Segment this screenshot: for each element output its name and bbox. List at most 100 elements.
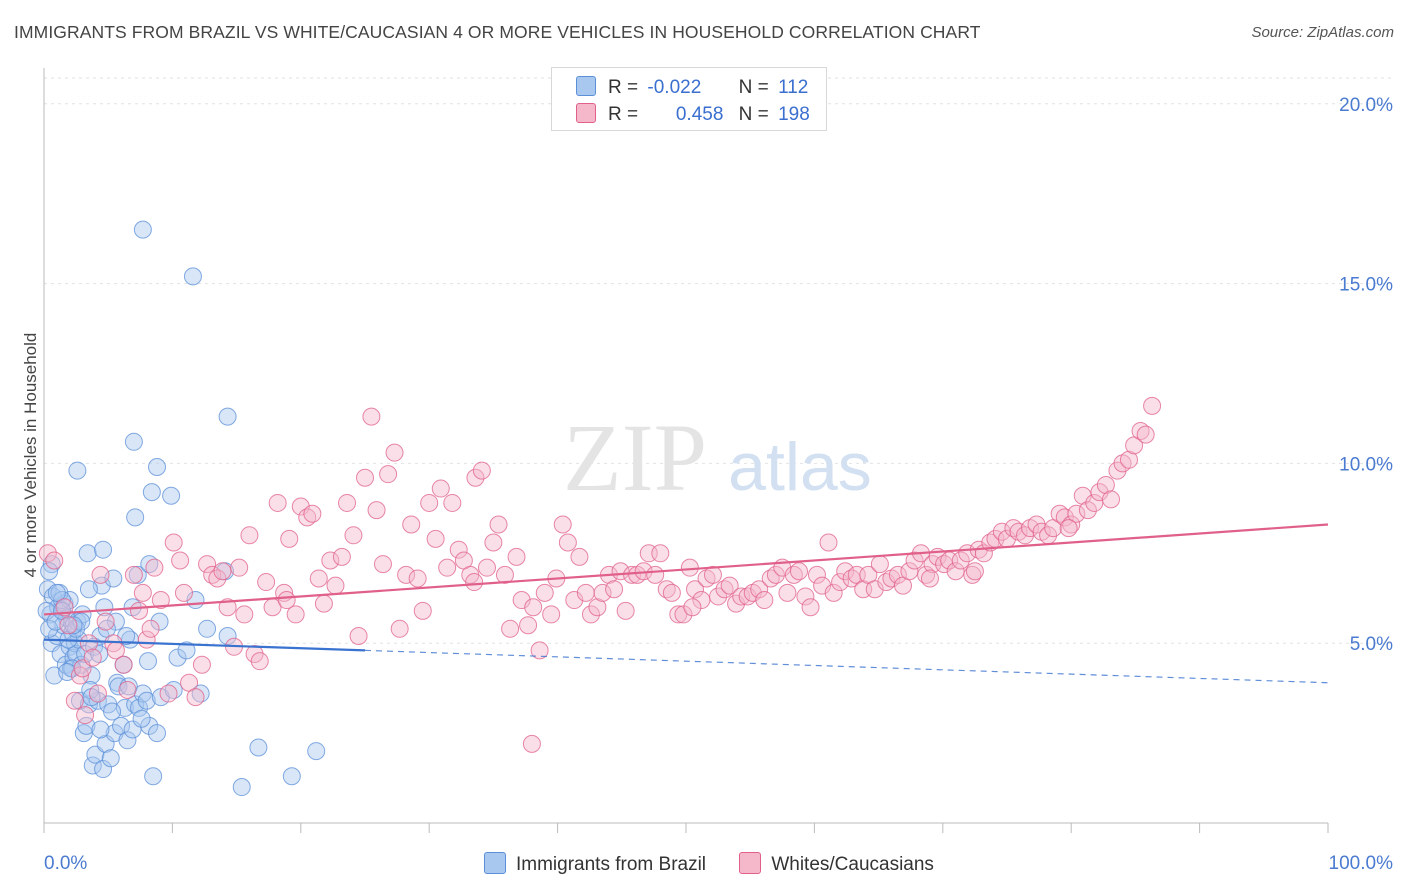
point-whites	[277, 591, 296, 610]
point-whites	[218, 598, 237, 617]
bottom-legend-brazil: Immigrants from Brazil	[484, 852, 706, 876]
y-tick-label: 15.0%	[1339, 275, 1393, 296]
legend-r-label: R =	[608, 104, 639, 125]
point-whites	[732, 587, 751, 606]
point-whites	[438, 558, 457, 577]
point-whites	[472, 461, 491, 480]
axes	[43, 68, 1329, 833]
point-brazil	[63, 659, 82, 678]
point-whites	[824, 583, 843, 602]
bottom-legend-swatch-brazil	[484, 852, 506, 874]
point-brazil	[218, 407, 237, 426]
point-brazil	[198, 619, 217, 638]
watermark-zip: ZIP	[563, 404, 707, 511]
point-whites	[715, 580, 734, 599]
point-whites	[321, 551, 340, 570]
point-brazil	[147, 457, 166, 476]
point-brazil	[47, 583, 66, 602]
legend-n-value: 112	[778, 77, 809, 98]
point-brazil	[78, 544, 97, 563]
point-whites	[402, 515, 421, 534]
legend-n-label: N =	[738, 77, 769, 98]
point-whites	[76, 706, 95, 725]
point-whites	[362, 407, 381, 426]
point-whites	[174, 583, 193, 602]
point-whites	[535, 583, 554, 602]
point-brazil	[164, 680, 183, 699]
point-brazil	[144, 767, 163, 786]
watermark-atlas: atlas	[728, 429, 872, 505]
point-whites	[522, 734, 541, 753]
point-whites	[501, 619, 520, 638]
point-whites	[720, 576, 739, 595]
point-whites	[836, 562, 855, 581]
point-whites	[203, 565, 222, 584]
point-whites	[344, 526, 363, 545]
point-brazil	[68, 461, 87, 480]
point-whites	[530, 641, 549, 660]
point-whites	[581, 605, 600, 624]
point-whites	[213, 562, 232, 581]
point-brazil	[126, 508, 145, 527]
point-brazil	[140, 716, 159, 735]
point-whites	[524, 598, 543, 617]
point-whites	[159, 684, 178, 703]
point-brazil	[177, 641, 196, 660]
point-brazil	[106, 612, 125, 631]
point-brazil	[91, 720, 110, 739]
legend-n-label: N =	[738, 104, 769, 125]
point-brazil	[40, 562, 59, 581]
point-brazil	[142, 483, 161, 502]
point-whites	[507, 547, 526, 566]
point-whites	[558, 533, 577, 552]
point-whites	[685, 580, 704, 599]
point-whites	[1090, 483, 1109, 502]
point-whites	[379, 465, 398, 484]
point-whites	[151, 591, 170, 610]
point-brazil	[137, 691, 156, 710]
point-brazil	[232, 778, 251, 797]
point-whites	[565, 591, 584, 610]
point-brazil	[140, 555, 159, 574]
point-whites	[789, 562, 808, 581]
point-whites	[662, 583, 681, 602]
point-whites	[309, 569, 328, 588]
point-whites	[576, 583, 595, 602]
point-whites	[778, 583, 797, 602]
point-brazil	[128, 565, 147, 584]
point-whites	[326, 576, 345, 595]
point-brazil	[162, 486, 181, 505]
point-whites	[38, 544, 57, 563]
point-whites	[1059, 519, 1078, 538]
point-whites	[198, 555, 217, 574]
point-whites	[114, 655, 133, 674]
point-whites	[553, 515, 572, 534]
point-whites	[965, 562, 984, 581]
point-brazil	[218, 627, 237, 645]
point-brazil	[139, 652, 158, 671]
point-whites	[280, 529, 299, 548]
point-brazil	[307, 742, 326, 761]
point-whites	[443, 493, 462, 512]
point-whites	[408, 569, 427, 588]
legend-swatch-whites	[576, 103, 596, 123]
point-whites	[70, 666, 89, 685]
point-whites	[332, 547, 351, 566]
point-brazil	[109, 677, 128, 696]
point-whites	[784, 565, 803, 584]
trend-line-brazil-extension	[364, 649, 1329, 684]
trend-lines	[43, 523, 1329, 684]
point-whites	[703, 565, 722, 584]
point-brazil	[60, 637, 79, 656]
point-whites	[55, 598, 74, 617]
point-whites	[1143, 396, 1162, 415]
point-whites	[373, 555, 392, 574]
point-whites	[593, 583, 612, 602]
point-brazil	[64, 616, 83, 635]
legend-r-value: 0.458	[675, 104, 724, 125]
bottom-legend-whites: Whites/Caucasians	[739, 852, 934, 876]
point-whites	[669, 605, 688, 624]
point-whites	[605, 580, 624, 599]
point-whites	[905, 551, 924, 570]
